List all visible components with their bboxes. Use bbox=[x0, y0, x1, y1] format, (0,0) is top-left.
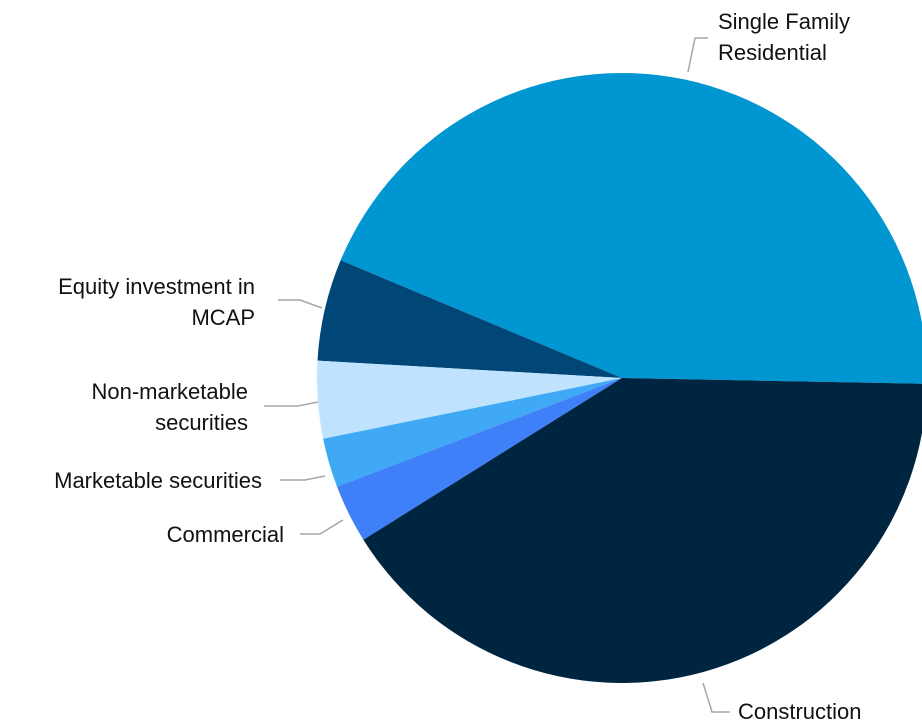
leader-line bbox=[278, 299, 323, 309]
pie-slice bbox=[363, 378, 922, 683]
slice-label: Single Family Residential bbox=[718, 9, 851, 65]
leader-line bbox=[702, 682, 730, 713]
leader-line bbox=[264, 401, 319, 407]
pie-slice bbox=[336, 378, 622, 540]
slice-label: Marketable securities bbox=[54, 468, 262, 493]
slice-label: Construction bbox=[738, 699, 862, 724]
pie-slice bbox=[317, 260, 622, 378]
pie-slice bbox=[323, 378, 622, 487]
leader-line bbox=[687, 37, 708, 73]
leader-line bbox=[300, 519, 344, 535]
slice-label: Commercial bbox=[166, 522, 284, 547]
pie-slice bbox=[340, 73, 922, 384]
pie-slice bbox=[316, 360, 622, 439]
slice-label: Equity investment in MCAP bbox=[58, 274, 255, 330]
slice-label: Non-marketable securities bbox=[91, 379, 248, 435]
leader-line bbox=[280, 475, 326, 481]
